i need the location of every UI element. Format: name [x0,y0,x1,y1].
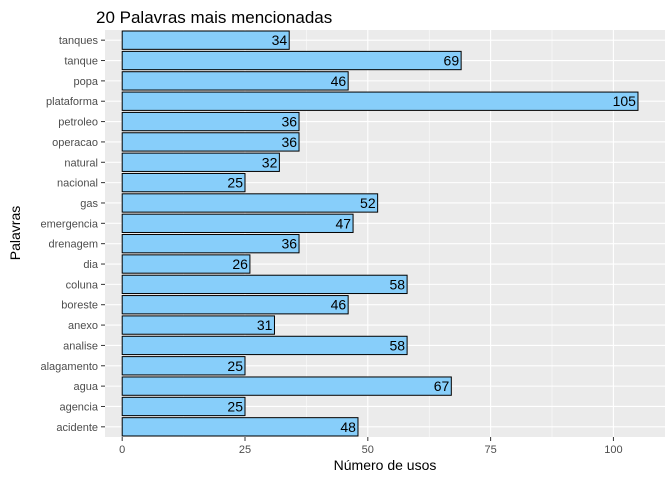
data-label-nacional: 25 [227,175,243,191]
x-tick-label: 0 [119,444,125,456]
y-tick-label-tanques: tanques [59,35,99,47]
data-label-drenagem: 36 [281,236,297,252]
bar-popa [121,71,349,91]
y-tick-label-analise: analise [63,340,98,352]
data-label-natural: 32 [262,154,278,170]
bar-plataforma [121,91,639,111]
y-tick-label-drenagem: drenagem [48,239,98,251]
bar-drenagem [121,234,300,254]
data-label-acidente: 48 [340,419,356,435]
bar-gas [121,193,379,213]
y-tick-label-tanque: tanque [64,56,98,68]
bar-petroleo [121,111,300,132]
data-label-plataforma: 105 [613,93,637,109]
bar-nacional [121,172,246,193]
y-tick-label-agencia: agencia [59,401,98,413]
data-labels: 3469461053636322552473626584631582567254… [227,32,636,435]
x-axis-title: Número de usos [334,457,437,473]
data-label-tanques: 34 [272,32,288,48]
bar-agencia [121,396,246,417]
y-tick-label-anexo: anexo [68,320,98,332]
data-label-boreste: 46 [331,297,347,313]
x-axis: 0 25 50 75 100 [119,437,623,456]
bar-acidente [121,417,359,437]
data-label-tanque: 69 [444,53,460,69]
x-tick-label: 75 [484,444,496,456]
bar-operacao [121,132,300,152]
bar-emergencia [121,213,354,233]
y-tick-label-plataforma: plataforma [46,96,99,108]
bar-anexo [121,315,275,335]
y-axis: tanques tanque popa plataforma petroleo opera… [41,35,105,434]
bar-boreste [121,295,349,315]
bar-tanque [121,50,462,71]
bar-natural [121,152,280,172]
y-tick-label-popa: popa [74,76,99,88]
y-tick-label-operacao: operacao [52,137,98,149]
y-axis-title: Palavras [7,206,23,260]
y-tick-label-dia: dia [83,259,99,271]
chart-title: 20 Palavras mais mencionadas [96,8,332,27]
y-tick-label-nacional: nacional [57,178,98,190]
bar-dia [121,254,251,274]
y-tick-label-agua: agua [74,381,99,393]
x-tick-label: 50 [362,444,374,456]
data-label-analise: 58 [390,337,406,353]
x-tick-label: 100 [604,444,622,456]
data-label-gas: 52 [360,195,376,211]
y-tick-label-acidente: acidente [56,422,98,434]
x-tick-label: 25 [239,444,251,456]
bar-analise [121,335,408,356]
data-label-popa: 46 [331,73,347,89]
data-label-emergencia: 47 [335,215,351,231]
y-tick-label-boreste: boreste [61,300,98,312]
y-tick-label-gas: gas [80,198,98,210]
y-tick-label-petroleo: petroleo [58,117,98,129]
plot-panel [105,30,665,437]
data-label-dia: 26 [232,256,248,272]
data-label-alagamento: 25 [227,358,243,374]
data-label-coluna: 58 [390,276,406,292]
y-tick-label-alagamento: alagamento [41,361,99,373]
data-label-petroleo: 36 [281,114,297,130]
bar-tanques [121,30,290,50]
y-tick-label-coluna: coluna [66,279,99,291]
data-label-anexo: 31 [257,317,273,333]
bar-coluna [121,274,408,295]
bars [121,30,639,437]
y-tick-label-natural: natural [64,157,98,169]
data-label-agua: 67 [434,378,450,394]
bar-alagamento [121,356,246,376]
y-tick-label-emergencia: emergencia [41,218,99,230]
data-label-agencia: 25 [227,398,243,414]
data-label-operacao: 36 [281,134,297,150]
bar-agua [121,376,452,396]
